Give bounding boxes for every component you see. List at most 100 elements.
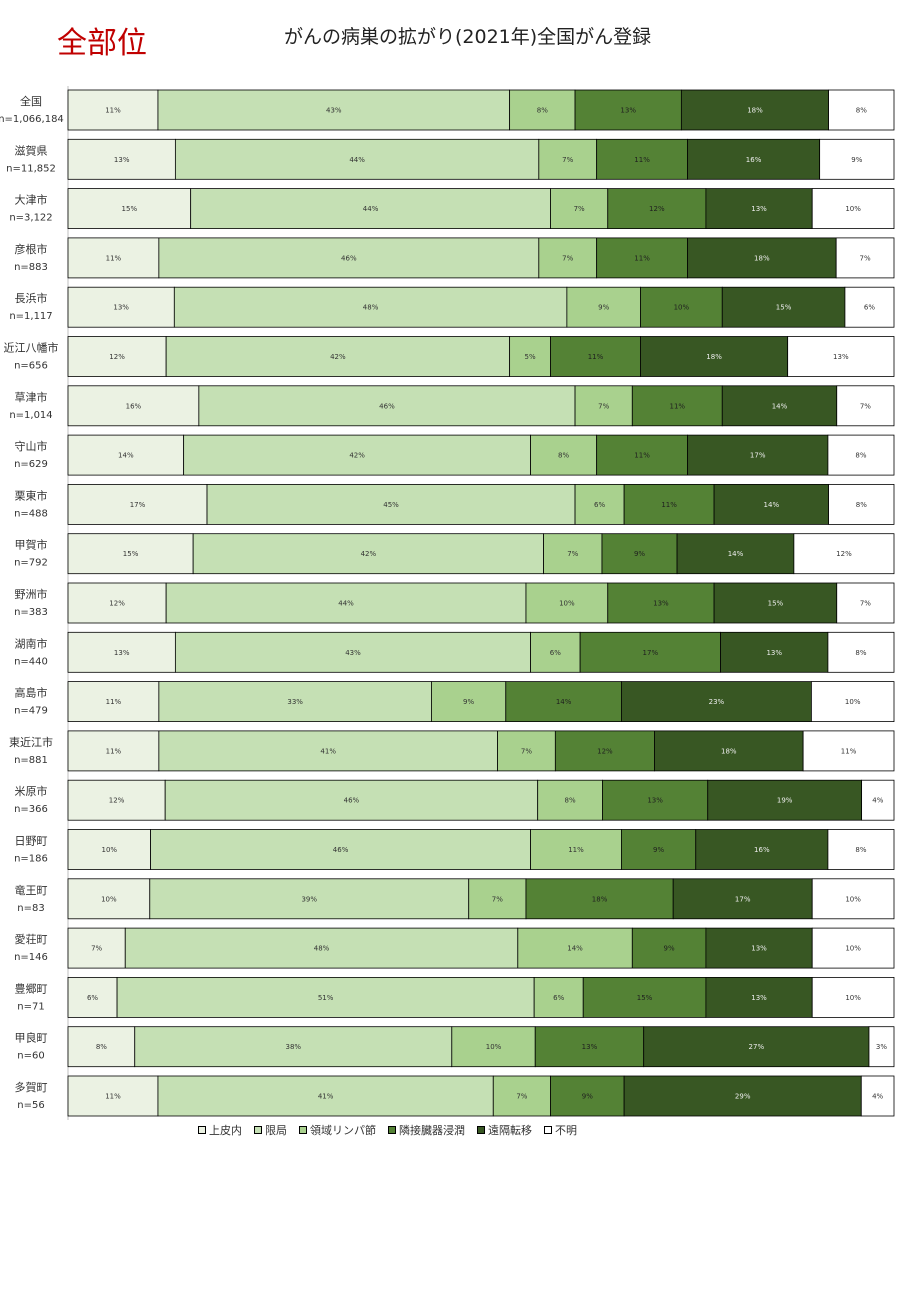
data-label: 11%	[634, 452, 650, 460]
bar-segment-3	[451, 1026, 536, 1068]
data-label: 8%	[855, 649, 866, 657]
bar-segment-6	[828, 89, 895, 131]
data-label: 16%	[754, 846, 770, 854]
bar-segment-5	[623, 1075, 862, 1117]
bar-segment-4	[631, 927, 707, 969]
category-n-label: n=792	[14, 558, 48, 569]
data-label: 46%	[344, 797, 360, 805]
data-label: 11%	[588, 353, 604, 361]
data-label: 10%	[674, 304, 690, 312]
bar-segment-3	[550, 188, 609, 230]
data-label: 13%	[653, 600, 669, 608]
bar-segment-2	[192, 533, 544, 575]
data-label: 18%	[592, 895, 608, 903]
legend-label: 限局	[265, 1124, 287, 1137]
bar-segment-5	[705, 188, 813, 230]
bar-segment-2	[174, 138, 540, 180]
bar-segment-6	[793, 533, 895, 575]
category-label: 栗東市	[15, 488, 48, 502]
data-label: 13%	[114, 649, 130, 657]
data-label: 8%	[537, 107, 548, 115]
legend-item: 隣接臓器浸潤	[388, 1122, 465, 1138]
bar-segment-2	[158, 730, 498, 772]
legend-item: 不明	[544, 1122, 577, 1138]
data-label: 7%	[562, 254, 573, 262]
data-label: 7%	[860, 600, 871, 608]
category-n-label: n=83	[17, 903, 44, 914]
bar-segment-5	[713, 582, 838, 624]
data-label: 11%	[669, 402, 685, 410]
data-label: 9%	[598, 304, 609, 312]
bar-segment-5	[720, 631, 829, 673]
data-label: 11%	[841, 747, 857, 755]
bar-segment-6	[787, 336, 895, 377]
bar-segment-1	[67, 582, 167, 624]
data-label: 14%	[118, 452, 134, 460]
data-label: 15%	[776, 304, 792, 312]
data-label: 8%	[855, 846, 866, 854]
data-label: 46%	[379, 402, 395, 410]
bar-segment-3	[574, 385, 633, 427]
bar-segment-1	[67, 681, 160, 722]
category-n-label: n=440	[14, 656, 48, 667]
bar-segment-1	[67, 434, 185, 476]
data-label: 16%	[746, 156, 762, 164]
data-label: 7%	[516, 1093, 527, 1101]
bar-segment-1	[67, 237, 160, 279]
data-label: 18%	[747, 107, 763, 115]
data-label: 41%	[318, 1093, 334, 1101]
data-label: 4%	[872, 797, 883, 805]
data-label: 13%	[751, 205, 767, 213]
bar-segment-6	[835, 237, 895, 279]
data-label: 10%	[845, 994, 861, 1002]
data-label: 6%	[594, 501, 605, 509]
category-label: 近江八幡市	[4, 341, 59, 355]
bar-segment-1	[67, 533, 194, 575]
bar-segment-4	[596, 138, 688, 180]
bar-segment-2	[158, 237, 540, 279]
bar-segment-5	[707, 779, 863, 821]
bar-segment-4	[640, 286, 723, 328]
bar-segment-3	[543, 533, 603, 575]
data-label: 14%	[772, 402, 788, 410]
data-label: 6%	[87, 994, 98, 1002]
data-label: 10%	[102, 846, 118, 854]
data-label: 39%	[301, 895, 317, 903]
category-label: 守山市	[15, 439, 48, 453]
category-label: 日野町	[15, 835, 48, 848]
data-label: 15%	[123, 550, 139, 558]
category-label: 長浜市	[15, 291, 48, 305]
data-label: 18%	[754, 254, 770, 262]
data-label: 41%	[320, 747, 336, 755]
data-label: 45%	[383, 501, 399, 509]
bar-segment-1	[67, 927, 126, 969]
category-n-label: n=186	[14, 854, 48, 865]
legend-item: 遠隔転移	[477, 1122, 532, 1138]
bar-segment-3	[530, 434, 598, 476]
bar-segment-4	[602, 779, 709, 821]
data-label: 33%	[287, 698, 303, 706]
bar-segment-3	[431, 681, 507, 722]
data-label: 18%	[721, 747, 737, 755]
bar-segment-5	[680, 89, 829, 131]
category-label: 大津市	[15, 193, 48, 207]
bar-segment-2	[173, 286, 568, 328]
bar-segment-2	[124, 927, 519, 969]
category-n-label: n=383	[14, 607, 48, 618]
data-label: 7%	[860, 402, 871, 410]
bar-segment-5	[705, 927, 813, 969]
bar-segment-6	[811, 977, 895, 1018]
bar-segment-3	[525, 582, 609, 624]
bar-segment-6	[827, 631, 895, 673]
legend-swatch	[254, 1126, 262, 1134]
data-label: 11%	[568, 846, 584, 854]
bar-segment-2	[190, 188, 551, 230]
data-label: 17%	[643, 649, 659, 657]
data-label: 8%	[855, 452, 866, 460]
data-label: 44%	[363, 205, 379, 213]
data-label: 8%	[96, 1043, 107, 1051]
category-label: 東近江市	[9, 735, 53, 749]
data-label: 9%	[634, 550, 645, 558]
corner-title: 全部位	[57, 26, 147, 61]
bar-segment-4	[607, 188, 707, 230]
